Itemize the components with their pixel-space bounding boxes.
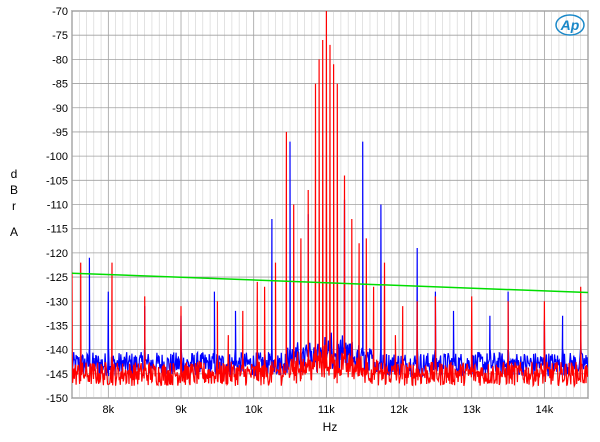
x-axis-label: Hz [323,420,338,434]
y-label-char: r [12,199,16,213]
series-red-spectrum [72,11,588,389]
x-tick-label: 8k [103,404,115,416]
series-layer [72,11,588,389]
ap-logo-icon: Ap [555,14,585,36]
y-tick-label: -105 [46,175,68,187]
y-tick-label: -140 [46,345,68,357]
x-tick-label: 12k [390,404,408,416]
y-label-char: B [10,183,18,197]
y-tick-label: -95 [52,127,68,139]
x-tick-label: 9k [175,404,187,416]
y-tick-label: -120 [46,248,68,260]
y-tick-label: -75 [52,30,68,42]
y-tick-label: -90 [52,103,68,115]
y-tick-label: -100 [46,151,68,163]
y-tick-label: -135 [46,320,68,332]
y-tick-label: -85 [52,79,68,91]
y-tick-label: -130 [46,296,68,308]
y-tick-label: -125 [46,272,68,284]
y-tick-label: -145 [46,369,68,381]
x-tick-label: 11k [318,404,335,416]
y-tick-label: -70 [52,6,68,18]
x-tick-label: 14k [536,404,554,416]
y-label-char: A [10,225,18,239]
x-tick-label: 10k [245,404,263,416]
y-tick-label: -150 [46,393,68,405]
y-label-char: d [11,167,18,181]
logo-text: Ap [560,17,580,33]
x-axis-tick-labels: 8k 9k 10k 11k 12k 13k 14k [103,404,554,416]
series-limit-line [72,272,588,294]
y-axis-tick-labels: -70 -75 -80 -85 -90 -95 -100 -105 -110 -115 -120 -1… [46,6,68,405]
y-tick-label: -80 [52,54,68,66]
x-tick-label: 13k [463,404,481,416]
y-tick-label: -115 [47,224,68,236]
y-tick-label: -110 [47,200,68,212]
